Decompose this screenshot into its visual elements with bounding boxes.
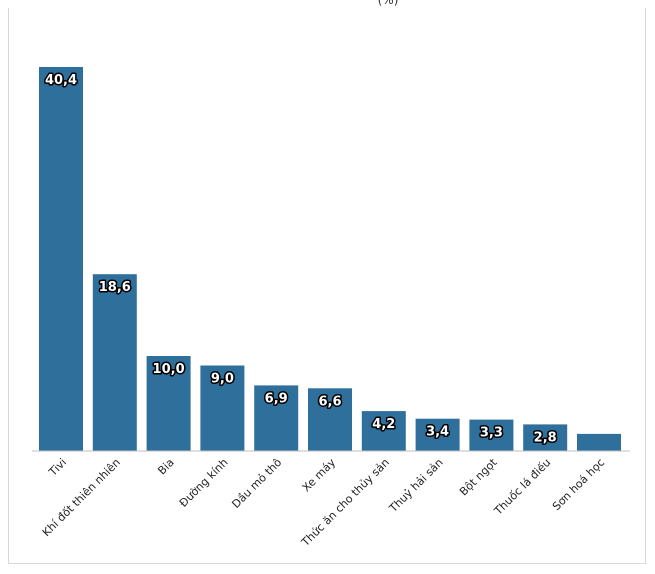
bar-3[interactable] — [200, 365, 245, 452]
bar-5[interactable] — [308, 388, 352, 451]
bars-group: 40,4 18,6 10,0 9,0 6,9 6,6 4,2 3,4 3,3 2,8 — [39, 67, 621, 451]
bar-7[interactable] — [415, 418, 460, 451]
value-label-6: 4,2 — [372, 417, 395, 432]
category-label-4: Dầu mỏ thô — [229, 456, 284, 511]
value-label-1: 18,6 — [99, 280, 131, 295]
category-label-8: Bột ngọt — [457, 455, 500, 498]
category-label-3: Đường kính — [177, 456, 231, 510]
category-label-9: Thuốc lá điếu — [491, 456, 553, 518]
chart-title-fragment: (%) — [378, 0, 399, 7]
bar-1[interactable] — [92, 274, 137, 451]
bar-2[interactable] — [146, 356, 191, 451]
category-label-7: Thuỷ hải sản — [386, 456, 446, 516]
bar-9[interactable] — [523, 424, 568, 451]
value-label-2: 10,0 — [153, 362, 185, 377]
bar-6[interactable] — [361, 411, 406, 451]
value-label-8: 3,3 — [480, 426, 503, 441]
value-label-3: 9,0 — [211, 372, 234, 387]
bar-4[interactable] — [254, 385, 299, 451]
category-label-5: Xe máy — [300, 456, 339, 495]
bar-0[interactable] — [39, 67, 83, 451]
value-label-0: 40,4 — [45, 73, 77, 88]
bar-10[interactable] — [577, 433, 621, 451]
category-label-10: Sơn hoá học — [550, 456, 607, 513]
category-label-0: Tivi — [46, 456, 69, 479]
value-label-7: 3,4 — [426, 425, 449, 440]
value-label-9: 2,8 — [534, 430, 557, 445]
category-label-6: Thức ăn cho thủy sản — [298, 456, 392, 550]
value-label-4: 6,9 — [265, 391, 288, 406]
value-label-5: 6,6 — [318, 394, 341, 409]
bar-8[interactable] — [469, 419, 514, 451]
category-label-2: Bia — [155, 456, 176, 477]
